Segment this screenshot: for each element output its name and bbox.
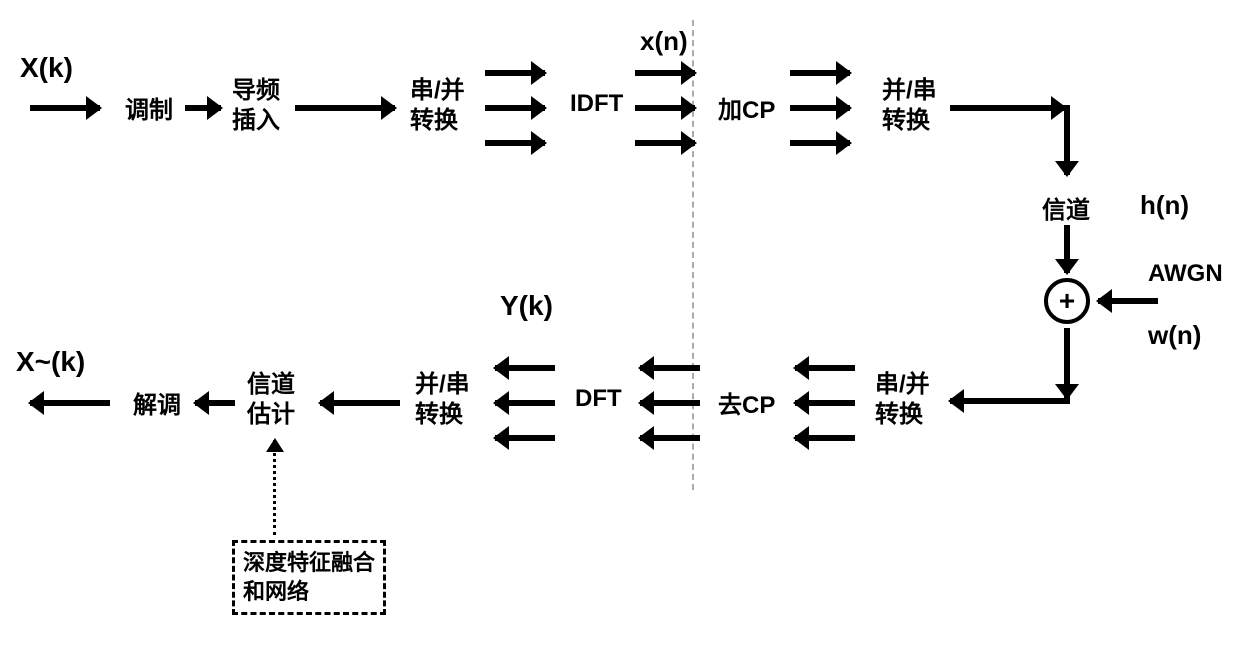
tri-arrow-bot-3c xyxy=(795,435,855,441)
arrow-ps-right-h2 xyxy=(950,105,1070,111)
tri-arrow-bot-2b xyxy=(640,400,700,406)
arrow-ce-demod xyxy=(195,400,235,406)
wn-label: w(n) xyxy=(1148,320,1201,351)
tri-arrow-top-2c xyxy=(635,140,695,146)
block-sp-top: 串/并 转换 xyxy=(410,76,465,136)
tri-arrow-top-1b xyxy=(485,105,545,111)
block-pilot: 导频 插入 xyxy=(232,76,280,136)
hn-label: h(n) xyxy=(1140,190,1189,221)
dashed-box-text: 深度特征融合 和网络 xyxy=(243,550,375,604)
block-ce: 信道 估计 xyxy=(247,370,295,430)
arrow-pilot-sp xyxy=(295,105,395,111)
block-channel: 信道 xyxy=(1042,190,1090,225)
arrow-awgn-in xyxy=(1098,298,1158,304)
arrow-adder-down xyxy=(1064,328,1070,398)
block-cp: 加CP xyxy=(718,90,775,125)
tri-arrow-top-1c xyxy=(485,140,545,146)
arrow-ps-ce xyxy=(320,400,400,406)
block-demod: 解调 xyxy=(133,385,181,420)
block-ps-top: 并/串 转换 xyxy=(882,76,937,136)
tri-arrow-bot-3a xyxy=(795,365,855,371)
block-sp-bottom: 串/并 转换 xyxy=(875,370,930,430)
arrow-mod-pilot xyxy=(185,105,221,111)
output-symbol: X~(k) xyxy=(16,346,85,378)
tri-arrow-bot-1c xyxy=(495,435,555,441)
xn-label: x(n) xyxy=(640,26,688,57)
block-ps-bottom: 并/串 转换 xyxy=(415,370,470,430)
tri-arrow-bot-2a xyxy=(640,365,700,371)
tri-arrow-top-1a xyxy=(485,70,545,76)
tri-arrow-top-3b xyxy=(790,105,850,111)
arrow-channel-adder xyxy=(1064,225,1070,273)
block-idft: IDFT xyxy=(570,90,623,118)
dotted-arrow-up xyxy=(273,440,276,535)
adder-circle: + xyxy=(1044,278,1090,324)
arrow-to-sp-bottom xyxy=(950,398,1065,404)
block-dft: DFT xyxy=(575,385,622,413)
arrow-ps-down xyxy=(1064,105,1070,175)
arrow-in-top xyxy=(30,105,100,111)
tri-arrow-top-2b xyxy=(635,105,695,111)
dashed-deep-box: 深度特征融合 和网络 xyxy=(232,540,386,615)
tri-arrow-bot-1a xyxy=(495,365,555,371)
arrow-out-bottom xyxy=(30,400,110,406)
tri-arrow-top-2a xyxy=(635,70,695,76)
tri-arrow-top-3a xyxy=(790,70,850,76)
block-rcp: 去CP xyxy=(718,385,775,420)
block-mod: 调制 xyxy=(125,90,173,125)
input-symbol-Xk: X(k) xyxy=(20,52,73,84)
tri-arrow-bot-2c xyxy=(640,435,700,441)
Yk-label: Y(k) xyxy=(500,290,553,322)
tri-arrow-top-3c xyxy=(790,140,850,146)
tri-arrow-bot-3b xyxy=(795,400,855,406)
awgn-label: AWGN xyxy=(1148,260,1223,288)
separator-line xyxy=(692,20,694,490)
tri-arrow-bot-1b xyxy=(495,400,555,406)
